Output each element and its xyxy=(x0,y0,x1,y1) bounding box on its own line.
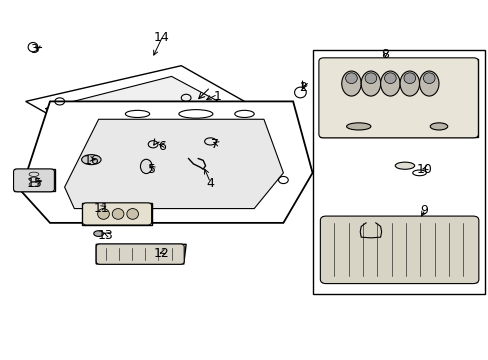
Ellipse shape xyxy=(341,71,361,96)
Text: 14: 14 xyxy=(154,31,169,44)
Ellipse shape xyxy=(361,71,380,96)
Ellipse shape xyxy=(98,208,109,219)
FancyBboxPatch shape xyxy=(96,244,184,264)
Polygon shape xyxy=(45,76,224,134)
Ellipse shape xyxy=(140,159,152,174)
Bar xyxy=(312,50,484,294)
Ellipse shape xyxy=(346,123,370,130)
Text: 2: 2 xyxy=(298,81,306,94)
Ellipse shape xyxy=(419,71,438,96)
Polygon shape xyxy=(322,217,476,282)
Text: 13: 13 xyxy=(98,229,114,242)
Ellipse shape xyxy=(384,73,395,84)
Text: 3: 3 xyxy=(30,43,39,56)
FancyBboxPatch shape xyxy=(320,216,478,284)
Polygon shape xyxy=(21,102,312,223)
Text: 8: 8 xyxy=(381,49,389,62)
Ellipse shape xyxy=(94,231,103,237)
Ellipse shape xyxy=(380,71,399,96)
Ellipse shape xyxy=(429,123,447,130)
Text: 7: 7 xyxy=(211,138,219,151)
Polygon shape xyxy=(81,203,152,225)
Ellipse shape xyxy=(345,73,357,84)
Ellipse shape xyxy=(365,73,376,84)
Ellipse shape xyxy=(81,155,101,165)
Ellipse shape xyxy=(423,73,434,84)
Text: 16: 16 xyxy=(83,154,99,167)
FancyBboxPatch shape xyxy=(82,203,151,225)
Text: 1: 1 xyxy=(213,90,221,103)
Ellipse shape xyxy=(403,73,415,84)
Text: 9: 9 xyxy=(420,204,427,217)
Text: 4: 4 xyxy=(206,177,214,190)
Ellipse shape xyxy=(394,162,414,169)
FancyBboxPatch shape xyxy=(318,58,477,138)
Text: 15: 15 xyxy=(26,177,42,190)
Text: 12: 12 xyxy=(154,247,169,260)
Text: 10: 10 xyxy=(416,163,431,176)
Polygon shape xyxy=(26,66,244,137)
Ellipse shape xyxy=(112,208,123,219)
Polygon shape xyxy=(64,119,283,208)
Text: 5: 5 xyxy=(148,163,156,176)
Text: 6: 6 xyxy=(158,140,165,153)
Ellipse shape xyxy=(126,208,138,219)
Ellipse shape xyxy=(399,71,419,96)
Text: 11: 11 xyxy=(93,202,109,215)
Polygon shape xyxy=(14,169,55,192)
Polygon shape xyxy=(96,244,186,264)
FancyBboxPatch shape xyxy=(14,169,54,192)
Polygon shape xyxy=(319,59,477,137)
